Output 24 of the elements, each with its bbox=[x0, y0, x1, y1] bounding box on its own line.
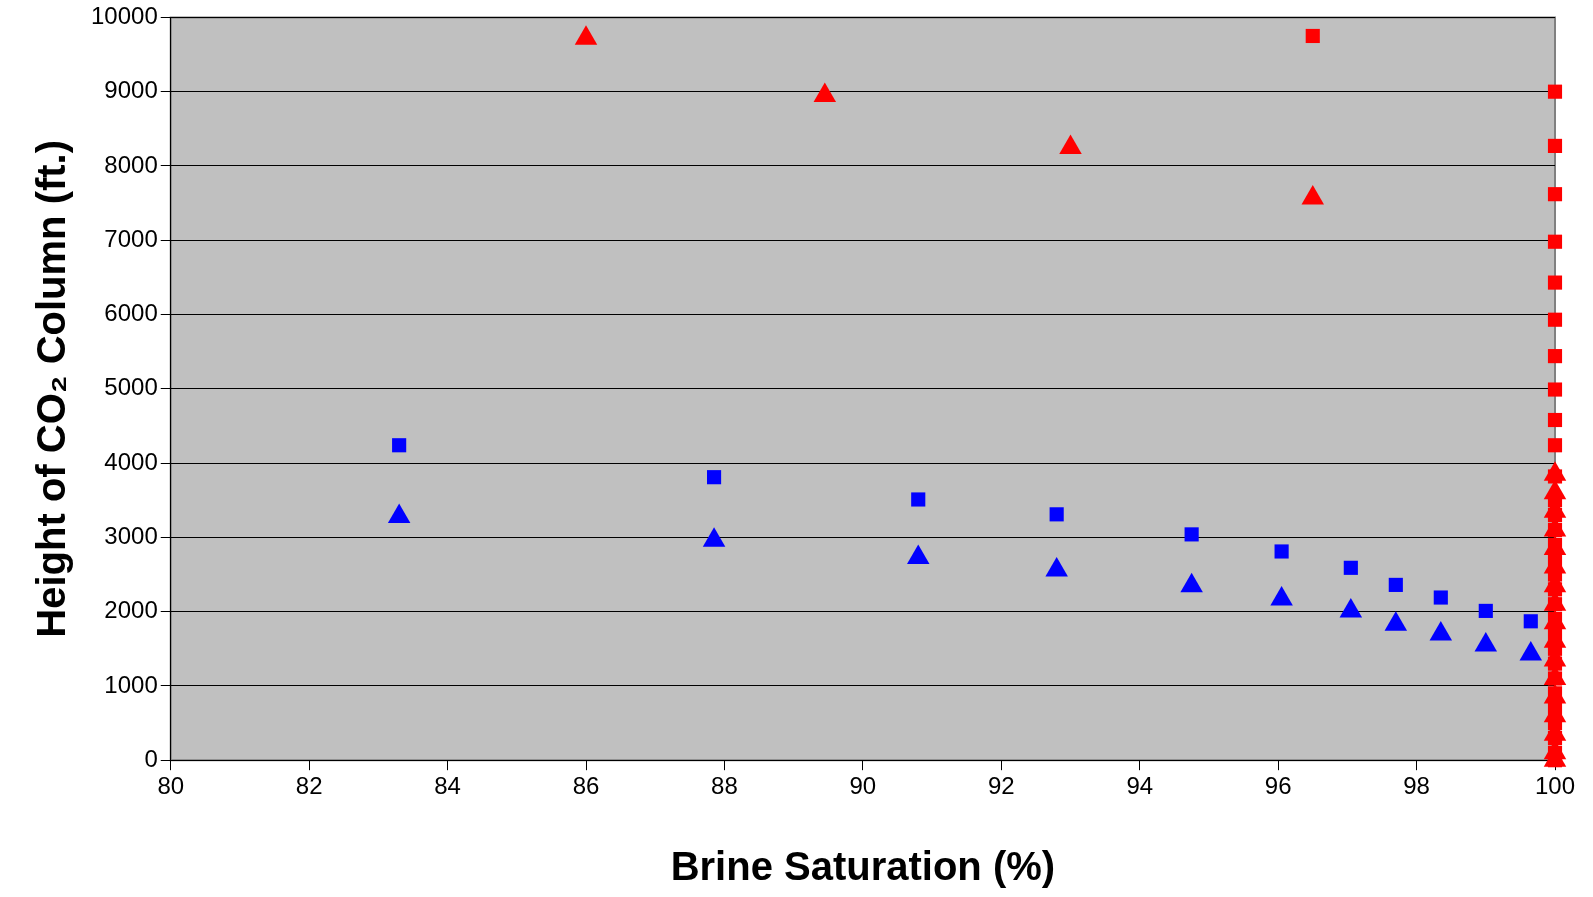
x-tick-label: 90 bbox=[849, 772, 877, 800]
y-axis-title: Height of CO₂ Column (ft.) bbox=[29, 139, 74, 638]
y-tick-label: 5000 bbox=[104, 373, 158, 401]
x-tick-label: 84 bbox=[434, 772, 461, 800]
x-tick-label: 86 bbox=[572, 772, 600, 800]
x-tick-label: 98 bbox=[1403, 772, 1430, 800]
y-tick-label: 0 bbox=[144, 744, 158, 772]
y-tick-label: 9000 bbox=[104, 76, 158, 104]
x-tick-label: 96 bbox=[1264, 772, 1292, 800]
y-tick-label: 1000 bbox=[104, 670, 158, 698]
x-tick-label: 100 bbox=[1534, 772, 1576, 800]
y-tick-label: 2000 bbox=[104, 596, 158, 624]
y-tick-label: 8000 bbox=[104, 150, 158, 178]
x-tick-label: 92 bbox=[987, 772, 1015, 800]
x-tick-label: 82 bbox=[295, 772, 323, 800]
x-tick-label: 80 bbox=[157, 772, 185, 800]
x-tick-label: 88 bbox=[711, 772, 738, 800]
x-tick-label: 94 bbox=[1126, 772, 1154, 800]
y-tick-label: 7000 bbox=[104, 224, 158, 252]
x-axis-title: Brine Saturation (%) bbox=[670, 844, 1056, 889]
y-tick-label: 6000 bbox=[104, 299, 158, 327]
y-tick-label: 10000 bbox=[90, 2, 158, 30]
y-tick-label: 4000 bbox=[104, 447, 158, 475]
y-tick-label: 3000 bbox=[104, 521, 158, 549]
